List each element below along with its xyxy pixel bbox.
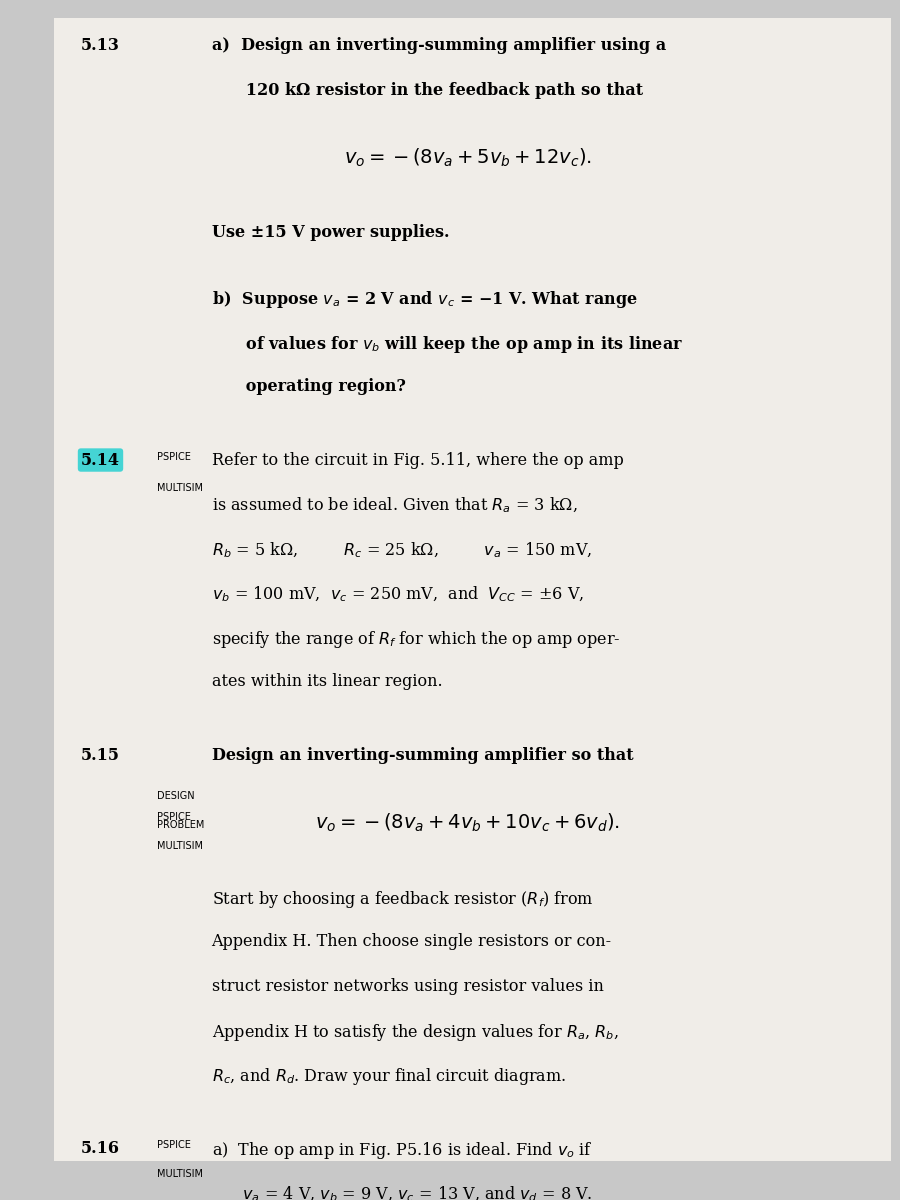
Text: MULTISIM: MULTISIM <box>158 482 203 492</box>
Text: PSPICE: PSPICE <box>158 812 192 822</box>
Text: $v_o = -(8v_a + 4v_b + 10v_c + 6v_d).$: $v_o = -(8v_a + 4v_b + 10v_c + 6v_d).$ <box>316 812 620 834</box>
Text: MULTISIM: MULTISIM <box>158 1169 203 1178</box>
Text: 5.15: 5.15 <box>81 746 120 763</box>
Text: 120 kΩ resistor in the feedback path so that: 120 kΩ resistor in the feedback path so … <box>212 82 643 98</box>
FancyBboxPatch shape <box>54 18 891 1160</box>
Text: DESIGN: DESIGN <box>158 791 195 802</box>
Text: struct resistor networks using resistor values in: struct resistor networks using resistor … <box>212 978 603 995</box>
Text: Start by choosing a feedback resistor ($R_f$) from: Start by choosing a feedback resistor ($… <box>212 889 593 910</box>
Text: Appendix H. Then choose single resistors or con-: Appendix H. Then choose single resistors… <box>212 934 612 950</box>
Text: $R_b$ = 5 kΩ,         $R_c$ = 25 kΩ,         $v_a$ = 150 mV,: $R_b$ = 5 kΩ, $R_c$ = 25 kΩ, $v_a$ = 150… <box>212 540 591 559</box>
Text: 5.16: 5.16 <box>81 1140 120 1157</box>
Text: a)  Design an inverting-summing amplifier using a: a) Design an inverting-summing amplifier… <box>212 37 666 54</box>
Text: 5.13: 5.13 <box>81 37 120 54</box>
Text: Use ±15 V power supplies.: Use ±15 V power supplies. <box>212 224 449 241</box>
Text: MULTISIM: MULTISIM <box>158 841 203 851</box>
Text: $R_c$, and $R_d$. Draw your final circuit diagram.: $R_c$, and $R_d$. Draw your final circui… <box>212 1067 566 1087</box>
Text: $v_o = -(8v_a + 5v_b + 12v_c).$: $v_o = -(8v_a + 5v_b + 12v_c).$ <box>344 148 592 169</box>
Text: specify the range of $R_f$ for which the op amp oper-: specify the range of $R_f$ for which the… <box>212 629 620 650</box>
Text: PSPICE: PSPICE <box>158 1140 192 1150</box>
Text: a)  The op amp in Fig. P5.16 is ideal. Find $v_o$ if: a) The op amp in Fig. P5.16 is ideal. Fi… <box>212 1140 592 1160</box>
Text: $v_a$ = 4 V, $v_b$ = 9 V, $v_c$ = 13 V, and $v_d$ = 8 V.: $v_a$ = 4 V, $v_b$ = 9 V, $v_c$ = 13 V, … <box>212 1184 592 1200</box>
Text: is assumed to be ideal. Given that $R_a$ = 3 kΩ,: is assumed to be ideal. Given that $R_a$… <box>212 496 577 515</box>
Text: PSPICE: PSPICE <box>158 451 192 462</box>
Text: Refer to the circuit in Fig. 5.11, where the op amp: Refer to the circuit in Fig. 5.11, where… <box>212 451 623 468</box>
Text: Appendix H to satisfy the design values for $R_a$, $R_b$,: Appendix H to satisfy the design values … <box>212 1022 618 1043</box>
Text: ates within its linear region.: ates within its linear region. <box>212 673 442 690</box>
Text: $v_b$ = 100 mV,  $v_c$ = 250 mV,  and  $V_{CC}$ = ±6 V,: $v_b$ = 100 mV, $v_c$ = 250 mV, and $V_{… <box>212 584 583 604</box>
Text: of values for $v_b$ will keep the op amp in its linear: of values for $v_b$ will keep the op amp… <box>212 334 683 355</box>
Text: b)  Suppose $v_a$ = 2 V and $v_c$ = −1 V. What range: b) Suppose $v_a$ = 2 V and $v_c$ = −1 V.… <box>212 289 637 311</box>
Text: PROBLEM: PROBLEM <box>158 820 205 830</box>
Text: operating region?: operating region? <box>212 378 405 395</box>
Text: Design an inverting-summing amplifier so that: Design an inverting-summing amplifier so… <box>212 746 633 763</box>
Text: 5.14: 5.14 <box>81 451 120 468</box>
